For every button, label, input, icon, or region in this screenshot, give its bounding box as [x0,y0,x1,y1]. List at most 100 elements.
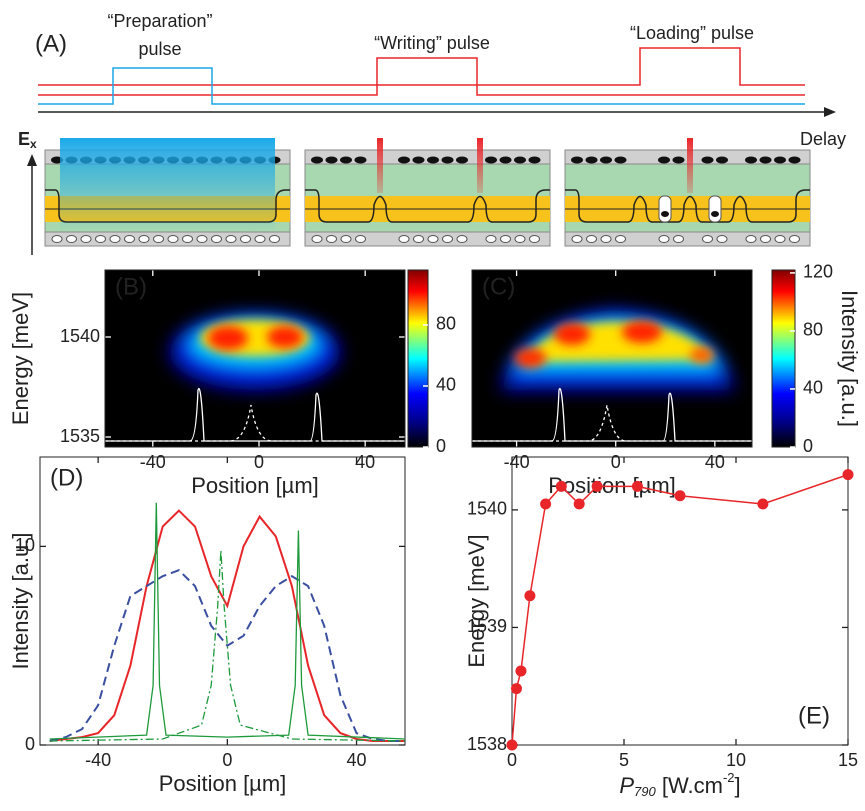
heatmap-image [472,270,752,447]
y-tick-label: 0 [25,734,35,754]
hole [326,235,337,243]
exciton [708,195,722,223]
hole [658,235,670,243]
hole [398,235,410,243]
plot-frame [104,269,406,448]
panel-label: (E) [798,702,830,729]
y-tick-label: 1540 [60,326,100,346]
hole [442,235,453,243]
electron [788,156,801,164]
colorbar [771,269,796,448]
x-tick-label: 0 [222,750,232,770]
hole [413,235,424,243]
hole [789,235,800,243]
colorbar-tick-label: 80 [803,320,823,340]
electron [658,156,670,164]
pulse-label: “Preparation” [107,11,212,31]
point [540,498,552,510]
hole [95,235,106,243]
field-label: Ex [18,129,37,151]
electron [325,156,338,164]
hole [196,235,208,243]
plot-frame [39,456,406,746]
y-axis-label: Intensity [a.u.] [8,533,33,670]
electron [716,156,728,164]
hole [774,235,786,243]
hole [225,235,237,243]
x-tick-label: 0 [611,452,621,472]
hole [456,235,468,243]
potential [565,189,810,223]
hole [124,235,135,243]
y-tick-label: 1539 [467,616,507,636]
point [842,469,854,481]
electron [340,156,352,164]
arrow-head [824,107,836,117]
exciton [658,195,672,223]
x-axis-label: Position [µm] [548,473,676,498]
hole [673,235,684,243]
y-tick-label: 1540 [467,499,507,519]
potential [305,189,550,223]
panel-label: (D) [50,464,83,491]
electron [745,156,757,164]
x-tick-label: 5 [619,750,629,770]
arrow-head [27,154,37,166]
hole [51,235,63,243]
hole [702,235,713,243]
point [506,739,518,751]
hole [211,235,222,243]
colorbar [407,269,429,448]
x-tick-label: 40 [355,452,375,472]
colorbar-label: Intensity [a.u.] [837,290,862,427]
point [555,480,567,492]
point [674,490,686,502]
colorbar-tick-label: 40 [803,378,823,398]
y-axis-label: Energy [meV] [464,534,489,667]
electron [614,156,627,164]
colorbar-tick-label: 40 [436,375,456,395]
x-tick-label: 0 [254,452,264,472]
point [524,590,536,602]
hole [254,235,266,243]
x-label-part: P [619,773,634,798]
pulse-label: “Loading” pulse [630,23,754,43]
hole [745,235,757,243]
point [591,480,603,492]
colorbar-tick-label: 80 [436,314,456,334]
electron [759,156,772,164]
electron [661,211,669,217]
field-subscript: x [30,137,37,151]
hole [138,235,150,243]
pulse-line [38,57,805,96]
hole [269,235,280,243]
hole [500,235,511,243]
x-label-part: ] [735,773,741,798]
y-tick-label: 1538 [467,734,507,754]
x-tick-label: -40 [504,452,530,472]
electron [427,156,439,164]
x-tick-label: -40 [140,452,166,472]
field-symbol: E [18,129,30,149]
series-line [49,550,406,742]
hole [240,235,251,243]
hole [340,235,352,243]
write-beam [377,138,383,193]
x-tick-label: 15 [838,750,858,770]
hole [716,235,728,243]
y-axis-label: Energy [meV] [8,292,33,425]
panel-label: (B) [115,273,147,300]
pulse-line [38,47,805,86]
electron [774,156,786,164]
write-beam [687,138,693,193]
colorbar-tick-label: 0 [436,436,446,456]
heatmap-image [105,270,405,447]
point [515,665,527,677]
point [757,498,769,510]
hole [571,235,583,243]
hole [109,235,121,243]
pulse-label: “Writing” pulse [374,33,490,53]
hole [153,235,164,243]
point [510,683,522,695]
